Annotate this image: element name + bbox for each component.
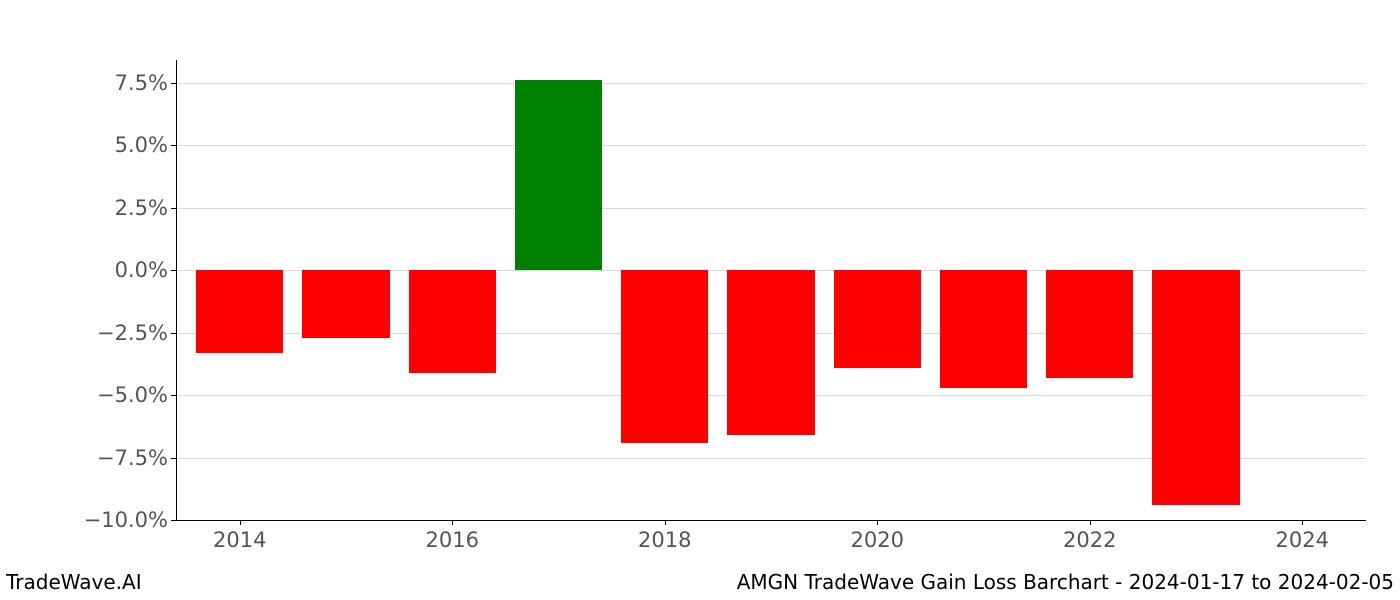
chart-bar <box>515 80 602 270</box>
y-tick-label: 2.5% <box>115 196 176 220</box>
y-tick-label: 5.0% <box>115 133 176 157</box>
y-tick-label: −7.5% <box>97 446 176 470</box>
y-tick-label: −10.0% <box>84 508 176 532</box>
chart-bar <box>834 270 921 368</box>
chart-bar <box>940 270 1027 388</box>
y-tick-label: 0.0% <box>115 258 176 282</box>
gain-loss-barchart-figure: −10.0%−7.5%−5.0%−2.5%0.0%2.5%5.0%7.5%201… <box>0 0 1400 600</box>
chart-bar <box>621 270 708 443</box>
y-tick-label: −5.0% <box>97 383 176 407</box>
footer-right-title: AMGN TradeWave Gain Loss Barchart - 2024… <box>737 570 1394 594</box>
chart-bar <box>1046 270 1133 378</box>
footer-left-credit: TradeWave.AI <box>6 570 142 594</box>
chart-bar <box>409 270 496 373</box>
chart-bar <box>196 270 283 353</box>
y-tick-label: −2.5% <box>97 321 176 345</box>
chart-bar <box>302 270 389 338</box>
y-tick-label: 7.5% <box>115 71 176 95</box>
plot-area: −10.0%−7.5%−5.0%−2.5%0.0%2.5%5.0%7.5%201… <box>176 60 1366 520</box>
axis-spine-left <box>176 60 177 520</box>
grid-line <box>176 208 1366 209</box>
grid-line <box>176 83 1366 84</box>
chart-bar <box>1152 270 1239 505</box>
chart-bar <box>727 270 814 435</box>
grid-line <box>176 145 1366 146</box>
axis-spine-bottom <box>176 520 1366 521</box>
